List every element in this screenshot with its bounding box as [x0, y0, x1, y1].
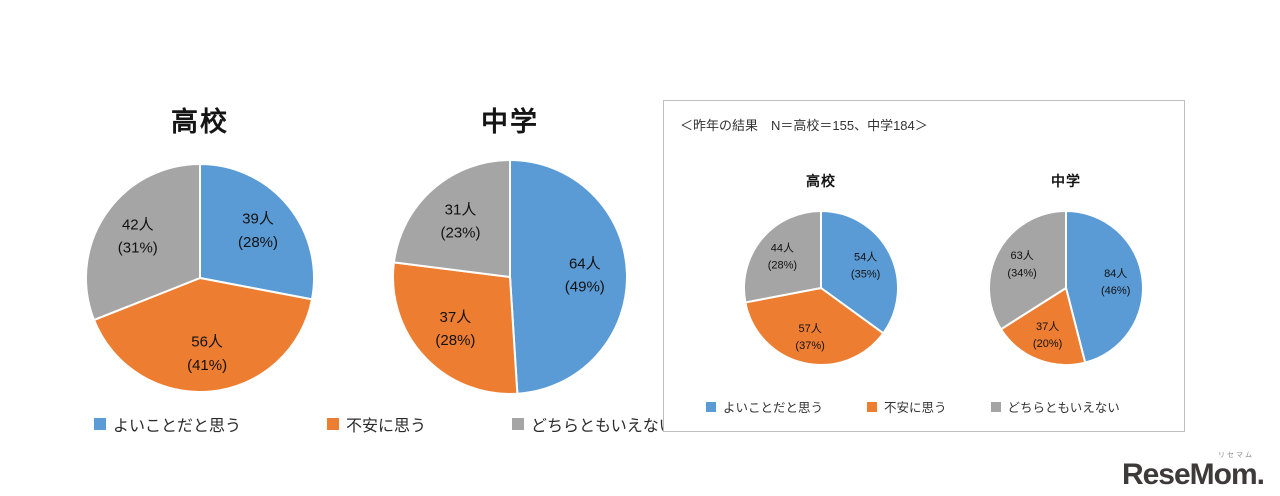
- pie-title-juniorhigh-lastyear: 中学: [1051, 173, 1081, 189]
- pie-slice-label: 84人(46%): [1101, 267, 1130, 297]
- resemom-logo-subtext: リセマム: [1218, 452, 1254, 459]
- pie-slice-label: 64人(49%): [565, 255, 605, 295]
- pie-slice-label: 44人(28%): [768, 241, 797, 271]
- last-year-box-title: ＜昨年の結果 N＝高校＝155、中学184＞: [680, 118, 928, 133]
- legend-swatch-gray: [512, 418, 525, 430]
- legend-swatch-gray: [990, 401, 1001, 412]
- pie-chart-highschool-current: 39人(28%) 56人(41%) 42人(31%): [85, 163, 315, 393]
- pie-chart-juniorhigh-lastyear: 84人(46%) 37人(20%) 63人(34%): [988, 210, 1144, 366]
- legend-swatch-blue: [94, 418, 106, 430]
- resemom-logo-dot: .: [1256, 458, 1265, 491]
- legend-swatch-orange: [327, 418, 340, 430]
- last-year-box: ＜昨年の結果 N＝高校＝155、中学184＞ 高校 中学 54人(35%) 57人…: [663, 100, 1185, 432]
- pie-slice: [1065, 210, 1144, 364]
- legend-swatch-blue: [706, 401, 716, 412]
- legend-item-anxious: 不安に思う: [327, 412, 426, 436]
- pie-slice-label: 56人(41%): [187, 334, 227, 374]
- pie-slice-label: 37人(20%): [1033, 320, 1062, 350]
- legend-item-positive: よいことだと思う: [94, 412, 241, 436]
- pie-slice: [392, 261, 519, 395]
- pie-slice-label: 57人(37%): [795, 322, 824, 352]
- legend-label: 不安に思う: [884, 401, 947, 415]
- legend-label: どちらともいえない: [1007, 401, 1120, 415]
- pie-slice: [509, 159, 628, 395]
- pie-slice-label: 54人(35%): [851, 251, 880, 281]
- legend-current: よいことだと思う 不安に思う どちらともいえない: [94, 412, 675, 436]
- pie-slice: [93, 277, 313, 393]
- legend-lastyear: よいことだと思う 不安に思う どちらともいえない: [706, 397, 1120, 416]
- pie-chart-juniorhigh-current: 64人(49%) 37人(28%) 31人(23%): [392, 159, 628, 395]
- pie-slice: [742, 210, 822, 304]
- pie-slice-label: 63人(34%): [1007, 249, 1036, 279]
- legend-label: 不安に思う: [346, 418, 427, 435]
- legend-label: よいことだと思う: [113, 418, 242, 435]
- legend-label: よいことだと思う: [723, 401, 824, 415]
- pie-title-highschool-lastyear: 高校: [806, 173, 836, 189]
- pie-slice-label: 39人(28%): [238, 211, 278, 251]
- pie-slice: [392, 159, 511, 278]
- pie-title-juniorhigh-current: 中学: [481, 107, 539, 137]
- legend-item-neutral: どちらともいえない: [990, 397, 1120, 416]
- legend-item-neutral: どちらともいえない: [512, 412, 675, 436]
- legend-swatch-orange: [867, 401, 878, 412]
- pie-slice: [85, 163, 201, 321]
- legend-item-anxious: 不安に思う: [867, 397, 947, 416]
- pie-slice: [820, 210, 899, 335]
- pie-title-highschool-current: 高校: [171, 107, 229, 137]
- legend-item-positive: よいことだと思う: [706, 397, 823, 416]
- pie-slice-label: 37人(28%): [435, 309, 475, 349]
- pie-slice: [744, 287, 885, 366]
- pie-slice: [199, 163, 315, 301]
- resemom-logo: リセマム ReseMom.: [1121, 452, 1265, 491]
- pie-slice: [999, 287, 1087, 366]
- legend-label: どちらともいえない: [531, 418, 675, 435]
- pie-slice: [988, 210, 1067, 331]
- pie-slice-label: 31人(23%): [440, 202, 480, 242]
- resemom-logo-text: ReseMom.: [1121, 458, 1265, 491]
- pie-slice-label: 42人(31%): [118, 216, 158, 256]
- pie-chart-highschool-lastyear: 54人(35%) 57人(37%) 44人(28%): [742, 210, 899, 366]
